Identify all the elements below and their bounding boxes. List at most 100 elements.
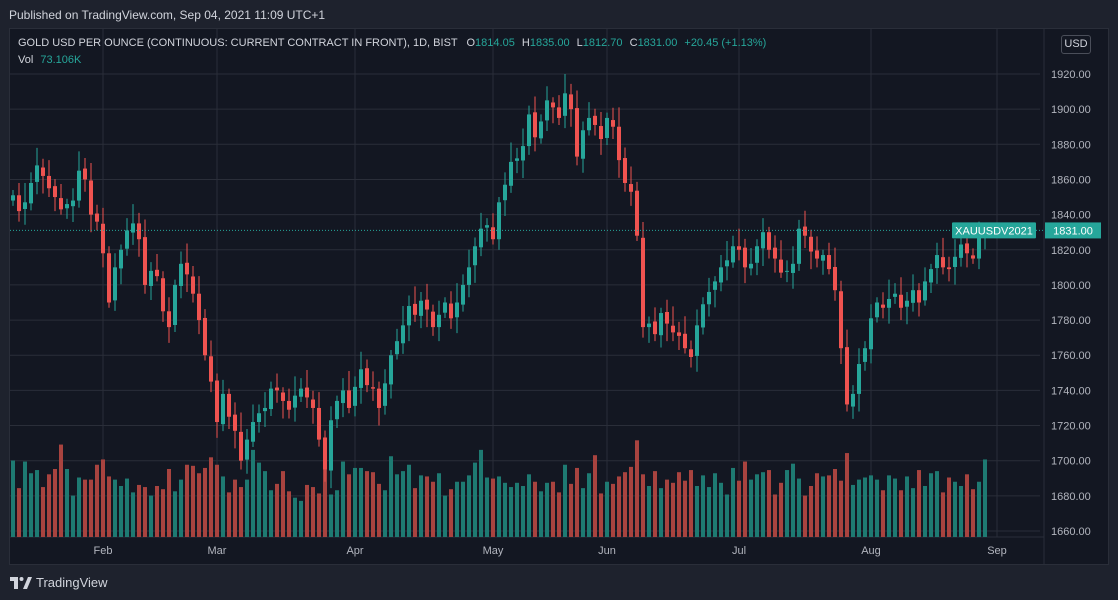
volume-bar[interactable] (695, 486, 699, 537)
volume-bar[interactable] (785, 470, 789, 537)
candle-body[interactable] (713, 281, 717, 290)
candle-body[interactable] (137, 223, 141, 240)
candle-body[interactable] (113, 267, 117, 301)
candle-body[interactable] (353, 386, 357, 406)
volume-bar[interactable] (137, 484, 141, 537)
volume-bar[interactable] (377, 483, 381, 537)
candle-body[interactable] (65, 204, 69, 209)
volume-bar[interactable] (971, 489, 975, 537)
candle-body[interactable] (575, 108, 579, 157)
volume-bar[interactable] (917, 470, 921, 537)
volume-bar[interactable] (557, 492, 561, 537)
candle-body[interactable] (587, 117, 591, 131)
volume-bar[interactable] (17, 488, 21, 537)
volume-bar[interactable] (809, 486, 813, 537)
volume-bar[interactable] (41, 487, 45, 537)
volume-bar[interactable] (257, 462, 261, 537)
volume-bar[interactable] (167, 469, 171, 537)
volume-bar[interactable] (95, 464, 99, 537)
volume-bar[interactable] (827, 475, 831, 537)
candle-body[interactable] (359, 369, 363, 388)
volume-bar[interactable] (731, 467, 735, 537)
volume-bar[interactable] (461, 481, 465, 537)
volume-bar[interactable] (155, 486, 159, 537)
candle-body[interactable] (185, 262, 189, 275)
volume-bar[interactable] (185, 464, 189, 537)
candle-body[interactable] (491, 227, 495, 240)
candle-body[interactable] (959, 244, 963, 258)
candle-body[interactable] (809, 236, 813, 252)
volume-bar[interactable] (221, 476, 225, 537)
volume-bar[interactable] (29, 473, 33, 537)
candle-body[interactable] (905, 300, 909, 307)
candle-body[interactable] (371, 387, 375, 389)
volume-bar[interactable] (821, 476, 825, 537)
volume-bar[interactable] (311, 487, 315, 537)
candle-body[interactable] (365, 368, 369, 386)
candle-body[interactable] (887, 298, 891, 308)
volume-bar[interactable] (911, 488, 915, 537)
candle-body[interactable] (935, 255, 939, 269)
volume-bar[interactable] (941, 492, 945, 537)
candle-body[interactable] (845, 347, 849, 405)
candle-body[interactable] (317, 407, 321, 440)
volume-bar[interactable] (725, 494, 729, 538)
candle-body[interactable] (629, 184, 633, 192)
candle-body[interactable] (803, 226, 807, 236)
candle-body[interactable] (641, 237, 645, 328)
candle-body[interactable] (893, 293, 897, 297)
volume-bar[interactable] (251, 449, 255, 537)
volume-bar[interactable] (983, 459, 987, 537)
volume-bar[interactable] (851, 484, 855, 537)
candle-body[interactable] (287, 400, 291, 410)
volume-bar[interactable] (389, 456, 393, 537)
candle-body[interactable] (389, 355, 393, 385)
candle-body[interactable] (833, 266, 837, 291)
candle-body[interactable] (263, 407, 267, 412)
candle-body[interactable] (17, 195, 21, 212)
candle-body[interactable] (401, 325, 405, 344)
volume-bar[interactable] (299, 500, 303, 537)
volume-bar[interactable] (317, 493, 321, 537)
candle-body[interactable] (953, 256, 957, 267)
candle-body[interactable] (821, 255, 825, 261)
candle-body[interactable] (593, 115, 597, 125)
volume-bar[interactable] (761, 472, 765, 537)
volume-bar[interactable] (947, 477, 951, 538)
candle-body[interactable] (119, 249, 123, 269)
candle-body[interactable] (785, 270, 789, 272)
volume-bar[interactable] (425, 476, 429, 537)
volume-bar[interactable] (923, 486, 927, 537)
candle-body[interactable] (623, 158, 627, 183)
candle-body[interactable] (11, 195, 15, 201)
candle-body[interactable] (647, 323, 651, 328)
volume-bar[interactable] (53, 469, 57, 537)
candle-body[interactable] (77, 170, 81, 201)
candle-body[interactable] (863, 348, 867, 362)
candle-body[interactable] (599, 126, 603, 140)
candle-body[interactable] (293, 395, 297, 408)
candle-body[interactable] (95, 213, 99, 222)
candle-body[interactable] (407, 306, 411, 326)
candle-body[interactable] (191, 276, 195, 294)
candle-body[interactable] (533, 112, 537, 138)
candle-body[interactable] (155, 269, 159, 277)
volume-bar[interactable] (395, 474, 399, 537)
volume-bar[interactable] (419, 475, 423, 537)
candle-body[interactable] (467, 267, 471, 285)
candle-body[interactable] (551, 102, 555, 108)
candle-body[interactable] (719, 267, 723, 283)
volume-bar[interactable] (899, 490, 903, 537)
candle-body[interactable] (731, 246, 735, 263)
candle-body[interactable] (617, 126, 621, 161)
volume-bar[interactable] (863, 477, 867, 538)
volume-bar[interactable] (491, 478, 495, 537)
candle-body[interactable] (509, 161, 513, 186)
volume-bar[interactable] (743, 461, 747, 537)
candle-body[interactable] (377, 388, 381, 408)
candle-body[interactable] (161, 278, 165, 312)
candle-body[interactable] (425, 299, 429, 310)
candle-body[interactable] (83, 168, 87, 180)
volume-bar[interactable] (431, 481, 435, 537)
volume-bar[interactable] (401, 471, 405, 537)
